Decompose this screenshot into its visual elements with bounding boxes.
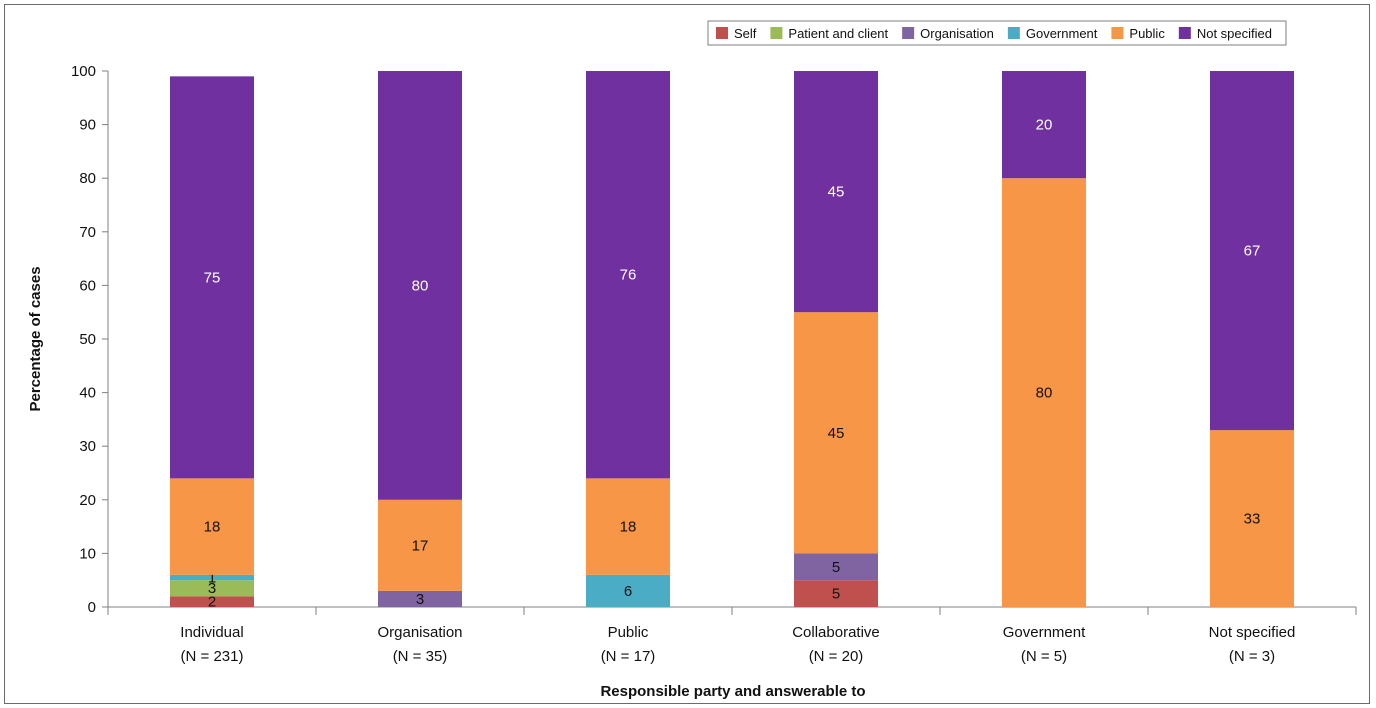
bar-segment: [378, 71, 462, 500]
y-tick-label: 100: [71, 63, 96, 80]
data-label: 2: [208, 594, 216, 611]
legend-label: Organisation: [920, 26, 994, 41]
bar-segment: [170, 76, 254, 479]
category-label: Government: [1003, 624, 1086, 641]
data-label: 33: [1244, 511, 1261, 528]
data-label: 17: [412, 537, 429, 554]
legend-swatch: [1007, 27, 1020, 39]
bar-segment: [794, 312, 878, 554]
y-tick-label: 0: [88, 599, 96, 616]
legend-swatch: [902, 27, 915, 39]
data-label: 1: [208, 570, 216, 587]
bar-segment: [586, 71, 670, 479]
data-label: 20: [1036, 117, 1053, 134]
data-label: 5: [832, 559, 840, 576]
bar-segment: [794, 580, 878, 607]
bar-segment: [170, 596, 254, 607]
y-tick-label: 70: [79, 224, 96, 241]
x-axis-title: Responsible party and answerable to: [600, 683, 865, 700]
legend-label: Not specified: [1197, 26, 1272, 41]
data-label: 18: [204, 519, 221, 536]
data-label: 18: [620, 519, 637, 536]
bar-segment: [1002, 71, 1086, 179]
category-n-label: (N = 3): [1229, 648, 1275, 665]
category-labels: Individual (N = 231) Organisation (N = 35) P…: [180, 624, 1295, 665]
data-label: 76: [620, 267, 637, 284]
y-tick-label: 10: [79, 545, 96, 562]
category-label: Individual: [180, 624, 243, 641]
bar-segment: [170, 478, 254, 575]
legend-swatch: [1111, 27, 1124, 39]
category-label: Collaborative: [792, 624, 880, 641]
category-n-label: (N = 35): [393, 648, 448, 665]
bar-segment: [170, 574, 254, 581]
legend-swatch: [716, 27, 728, 39]
category-n-label: (N = 20): [809, 648, 864, 665]
legend-label: Patient and client: [788, 26, 888, 41]
y-axis-title: Percentage of cases: [27, 266, 44, 411]
axes: [107, 71, 1356, 608]
category-label: Organisation: [377, 624, 462, 641]
legend-label: Public: [1129, 26, 1165, 41]
category-n-label: (N = 17): [601, 648, 656, 665]
y-tick-label: 60: [79, 277, 96, 294]
legend-label: Self: [734, 26, 757, 41]
bar-segment: [794, 553, 878, 581]
data-label: 6: [624, 583, 632, 600]
data-label: 75: [204, 269, 221, 286]
legend: Self Patient and client Organisation Govern…: [707, 20, 1287, 46]
legend-label: Government: [1026, 26, 1098, 41]
y-tick-label: 90: [79, 117, 96, 134]
data-label: 67: [1244, 243, 1261, 260]
data-label: 5: [832, 586, 840, 603]
x-axis-ticks: [107, 607, 1357, 615]
bar-segment: [586, 478, 670, 575]
legend-swatch: [770, 27, 783, 39]
y-tick-label: 30: [79, 438, 96, 455]
category-n-label: (N = 5): [1021, 648, 1067, 665]
legend-swatch: [1178, 27, 1191, 39]
data-label: 45: [828, 184, 845, 201]
data-label: 80: [1036, 385, 1053, 402]
data-label: 80: [412, 277, 429, 294]
bar-segment: [1210, 430, 1294, 607]
bar-segment: [170, 580, 254, 597]
y-axis-ticks: 0 10 20 30 40 50 60 70 80 90 100: [71, 63, 108, 616]
bar-segment: [794, 71, 878, 313]
category-n-label: (N = 231): [181, 648, 244, 665]
bar-segment: [378, 590, 462, 607]
bar-segment: [586, 574, 670, 607]
bar-segment: [1002, 178, 1086, 607]
y-tick-label: 50: [79, 331, 96, 348]
bar-segment: [378, 499, 462, 591]
data-label: 3: [208, 580, 216, 597]
y-tick-label: 40: [79, 385, 96, 402]
y-tick-label: 80: [79, 170, 96, 187]
category-label: Public: [608, 624, 649, 641]
category-label: Not specified: [1209, 624, 1296, 641]
data-label: 3: [416, 591, 424, 608]
y-tick-label: 20: [79, 492, 96, 509]
data-label: 45: [828, 425, 845, 442]
bar-segment: [1210, 71, 1294, 431]
